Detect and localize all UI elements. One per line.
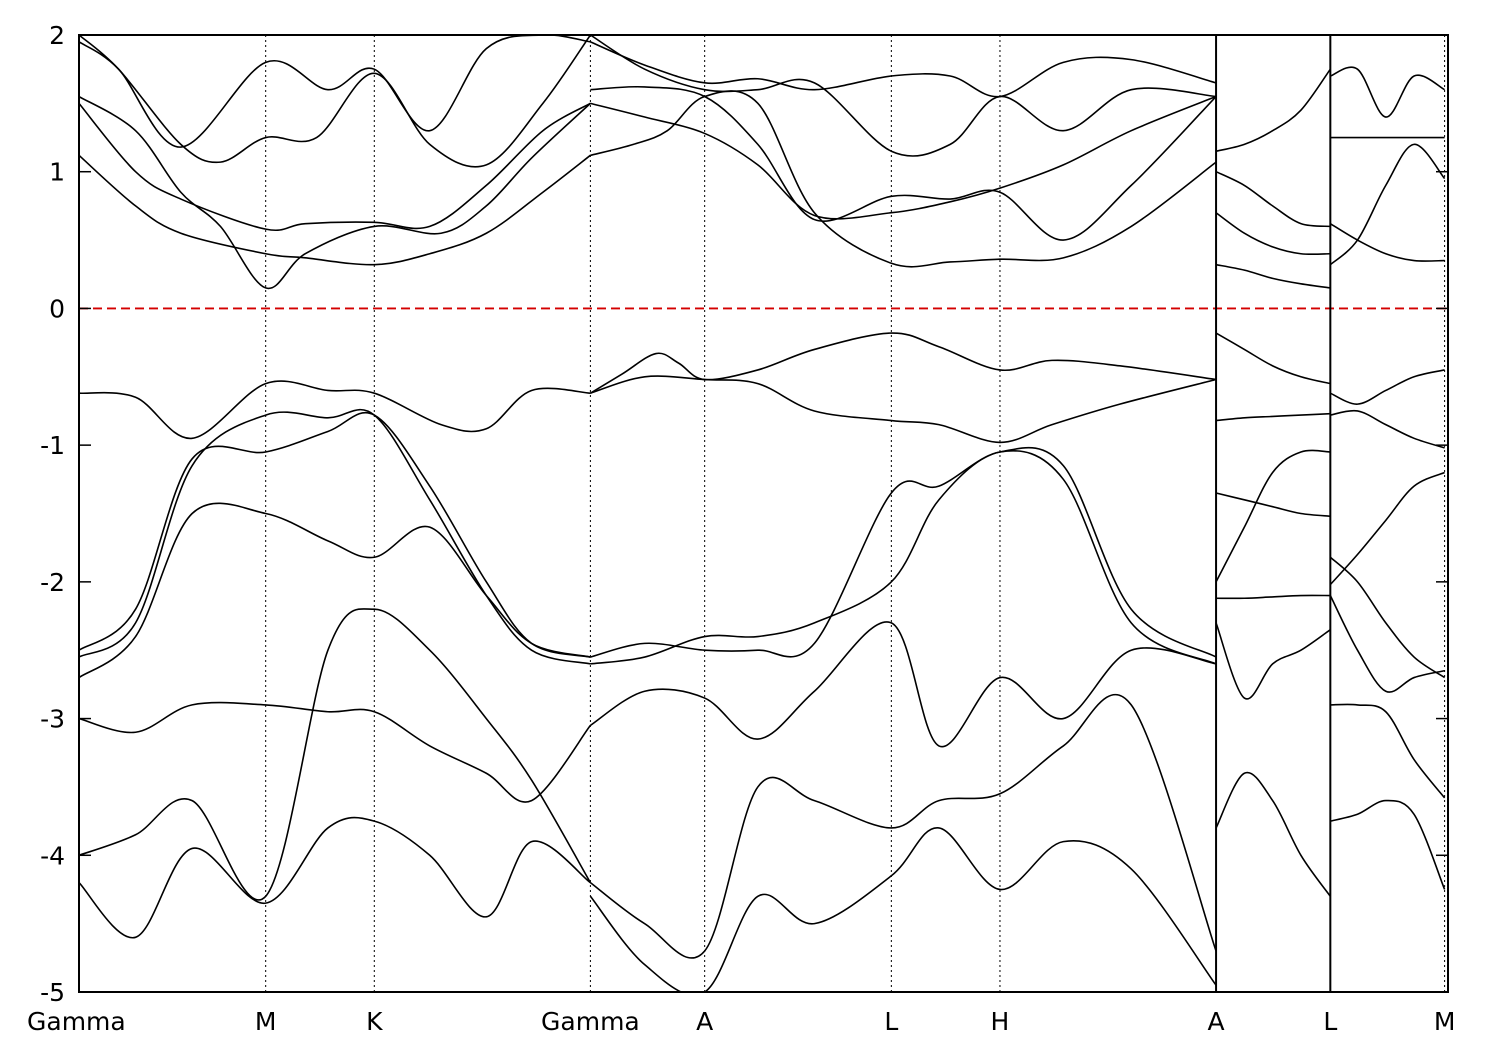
band-line	[1329, 471, 1445, 586]
band-line	[79, 35, 591, 148]
kpoint-label: A	[1208, 1007, 1225, 1036]
band-line	[79, 608, 592, 901]
band-line	[1215, 332, 1331, 385]
y-tick-label: -4	[40, 841, 65, 870]
band-line	[589, 332, 1217, 394]
band-line	[79, 412, 591, 658]
band-line	[589, 35, 1217, 157]
band-line	[1215, 68, 1331, 152]
kpoint-label: Gamma	[541, 1007, 640, 1036]
kpoint-label: L	[884, 1007, 898, 1036]
kpoint-label: H	[991, 1007, 1010, 1036]
band-line	[1215, 412, 1331, 422]
kpoint-label: M	[1434, 1007, 1456, 1036]
grid-layer	[265, 35, 1446, 992]
band-line	[1215, 449, 1331, 583]
band-line	[1215, 622, 1331, 700]
band-line	[1330, 66, 1446, 118]
band-line	[1329, 369, 1445, 405]
band-line	[79, 154, 591, 266]
kpoint-label: M	[255, 1007, 277, 1036]
y-tick-label: 2	[49, 21, 65, 50]
band-line	[79, 816, 591, 939]
band-line	[590, 375, 1217, 444]
band-line	[79, 95, 591, 290]
band-line	[1329, 143, 1446, 266]
axis-layer: -5 -4 -3 -2 -1 0 1 2 Gamma M K Gamma A L H A L M	[27, 21, 1455, 1036]
kpoint-label: L	[1323, 1007, 1337, 1036]
band-line	[1215, 212, 1331, 256]
band-line	[1329, 222, 1445, 262]
band-line	[590, 90, 1217, 268]
band-line	[1215, 263, 1331, 289]
y-tick-label: -5	[40, 978, 65, 1007]
band-line	[79, 502, 591, 679]
band-line	[1215, 771, 1331, 897]
band-line	[1330, 703, 1446, 799]
band-line	[79, 102, 591, 231]
band-line	[1329, 556, 1446, 679]
band-line	[590, 95, 1217, 220]
band-line	[79, 380, 591, 440]
band-line	[79, 408, 591, 665]
band-line	[590, 85, 1217, 241]
kpoint-label: A	[696, 1007, 713, 1036]
y-tick-label: -2	[40, 568, 65, 597]
kpoint-label: Gamma	[27, 1007, 126, 1036]
band-line	[1330, 799, 1446, 890]
y-tick-label: 1	[49, 158, 65, 187]
band-line	[79, 35, 592, 168]
band-line	[1330, 409, 1445, 449]
band-line	[589, 827, 1217, 992]
band-line	[590, 449, 1217, 665]
plot-frame	[78, 34, 1449, 993]
kpoint-label: K	[366, 1007, 383, 1036]
band-line	[1216, 594, 1331, 600]
band-line	[1329, 595, 1445, 693]
band-line	[589, 621, 1217, 748]
band-line	[590, 446, 1217, 658]
y-tick-label: -3	[40, 705, 65, 734]
y-tick-label: 0	[49, 294, 65, 323]
band-line	[1215, 170, 1331, 228]
band-line	[1215, 492, 1331, 518]
band-line	[590, 41, 1217, 98]
band-line	[589, 694, 1217, 959]
series-layer	[79, 35, 1446, 992]
band-line	[79, 701, 592, 803]
y-tick-label: -1	[40, 431, 65, 460]
